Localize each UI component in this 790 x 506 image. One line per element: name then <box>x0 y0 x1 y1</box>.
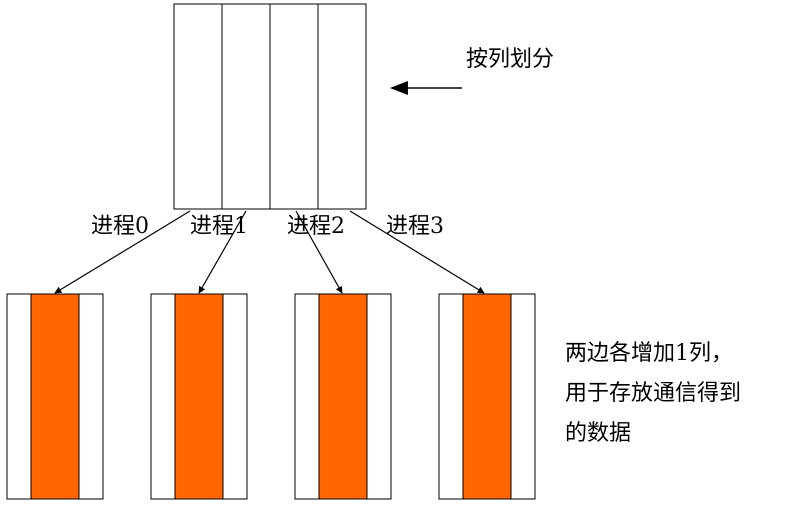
arrow-to-process-2 <box>295 210 343 294</box>
owned-column <box>30 293 80 500</box>
owned-column <box>318 293 368 500</box>
process-label-1: 进程1 <box>190 214 248 239</box>
arrow-to-process-3 <box>349 210 485 294</box>
process-label-2: 进程2 <box>287 214 345 239</box>
arrow-to-process-1 <box>198 210 247 294</box>
arrow-to-process-0 <box>54 210 191 294</box>
note-line-1: 两边各增加1列， <box>565 341 733 366</box>
note-line-2: 用于存放通信得到 <box>565 381 741 406</box>
note-line-3: 的数据 <box>565 421 631 446</box>
left-arrow-icon <box>390 81 462 95</box>
process-block-1 <box>150 293 248 500</box>
process-label-0: 进程0 <box>91 214 149 239</box>
owned-column <box>174 293 224 500</box>
down-arrow-icon <box>54 210 485 294</box>
owned-column <box>462 293 512 500</box>
process-block-2 <box>294 293 392 500</box>
partition-method-label: 按列划分 <box>466 47 554 72</box>
process-label-3: 进程3 <box>386 214 444 239</box>
source-matrix <box>173 3 367 210</box>
process-block-3 <box>438 293 536 500</box>
process-block-0 <box>6 293 104 500</box>
